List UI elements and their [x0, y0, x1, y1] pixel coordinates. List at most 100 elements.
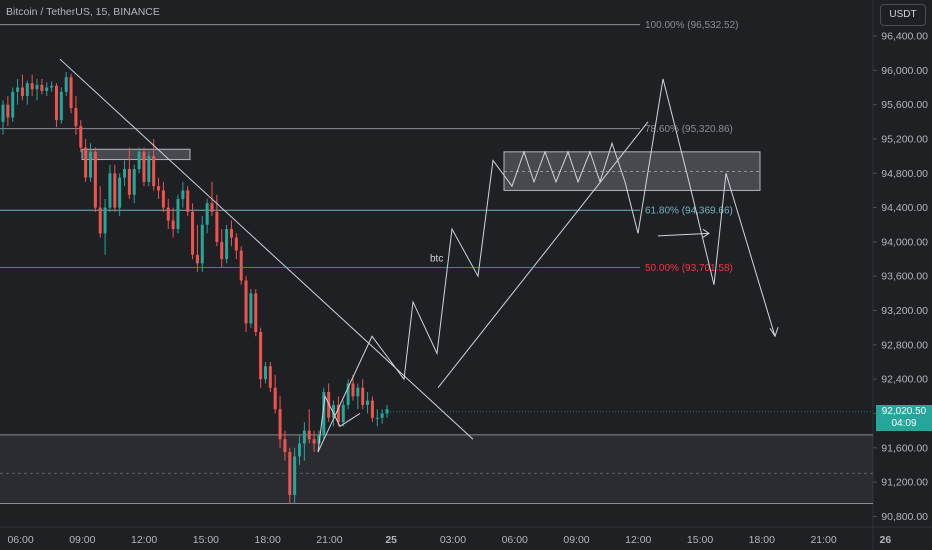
time-tick-label: 06:00	[502, 534, 528, 546]
fib-level-label: 78.60% (95,320.86)	[645, 124, 733, 135]
candle-body	[64, 77, 68, 92]
resistance-box[interactable]	[81, 148, 191, 161]
candle-body	[195, 254, 199, 264]
candle-body	[25, 83, 29, 97]
sideways-arrow[interactable]	[657, 232, 710, 237]
price-tick-label: 91,200.00	[881, 477, 928, 489]
candle-body	[50, 85, 54, 88]
price-tick-label: 92,800.00	[881, 339, 928, 351]
candle-body	[385, 409, 389, 414]
path-arrowhead	[769, 327, 779, 338]
ascending-trendline[interactable]	[437, 121, 649, 389]
demand-zone[interactable]	[0, 434, 873, 504]
candle-body	[54, 85, 58, 121]
candle-body	[263, 366, 267, 380]
fib-level-label: 61.80% (94,369.66)	[645, 206, 733, 217]
candle-body	[147, 156, 151, 182]
candle-body	[1, 104, 5, 122]
time-tick-label: 26	[880, 534, 892, 546]
candle-body	[161, 190, 165, 208]
candle-body	[181, 190, 185, 200]
candle-body	[273, 387, 277, 410]
candle-body	[79, 126, 83, 148]
price-tick-label: 92,400.00	[881, 374, 928, 386]
candle-body	[93, 151, 97, 208]
price-tick-label: 93,200.00	[881, 305, 928, 317]
candle-body	[327, 392, 331, 418]
time-tick-label: 15:00	[687, 534, 713, 546]
time-tick-label: 09:00	[69, 534, 95, 546]
candle-body	[127, 168, 131, 195]
bar-countdown: 04:09	[891, 418, 917, 429]
candle-body	[171, 220, 175, 230]
time-tick-label: 21:00	[810, 534, 836, 546]
candle-body	[30, 83, 34, 90]
price-tick-label: 90,800.00	[881, 511, 928, 523]
last-price-tag: 92,020.50 04:09	[876, 405, 932, 431]
price-tick-label: 95,200.00	[881, 133, 928, 145]
candle-body	[356, 387, 360, 397]
price-tick-label: 95,600.00	[881, 99, 928, 111]
projected-path[interactable]	[317, 78, 776, 453]
time-tick-label: 06:00	[7, 534, 33, 546]
candle-body	[239, 250, 243, 281]
candle-body	[341, 404, 345, 423]
candle-body	[220, 241, 224, 260]
candle-body	[351, 383, 355, 397]
annotation-text[interactable]: btc	[430, 254, 443, 265]
candle-body	[166, 207, 170, 221]
candle-body	[229, 229, 233, 238]
candle-body	[98, 207, 102, 234]
time-tick-label: 21:00	[316, 534, 342, 546]
candle-body	[317, 434, 321, 444]
candle-body	[69, 77, 73, 109]
candle-body	[200, 224, 204, 264]
supply-zone[interactable]	[503, 151, 761, 191]
time-tick-label: 09:00	[563, 534, 589, 546]
candle-body	[254, 293, 258, 332]
candle-body	[40, 84, 44, 91]
candle-body	[118, 177, 122, 208]
fib-level-label: 100.00% (96,532.52)	[645, 20, 738, 31]
candle-body	[361, 387, 365, 405]
candle-body	[152, 156, 156, 187]
candle-body	[259, 331, 263, 380]
price-tick-label: 96,400.00	[881, 31, 928, 43]
price-axis[interactable]	[873, 0, 932, 550]
candle-body	[268, 366, 272, 388]
candle-body	[210, 203, 214, 212]
chart-title: Bitcoin / TetherUS, 15, BINANCE	[6, 6, 160, 18]
currency-badge[interactable]: USDT	[880, 4, 926, 26]
candle-body	[59, 91, 63, 121]
sideways-arrowhead	[702, 228, 710, 238]
price-tick-label: 93,600.00	[881, 271, 928, 283]
price-tick-label: 96,000.00	[881, 65, 928, 77]
candle-body	[205, 203, 209, 225]
candle-body	[370, 400, 374, 418]
candle-body	[16, 87, 20, 92]
candle-body	[336, 404, 340, 423]
candle-body	[186, 190, 190, 212]
candle-body	[278, 409, 282, 440]
candle-body	[225, 229, 229, 260]
candle-body	[157, 186, 161, 191]
candle-body	[45, 87, 49, 91]
candle-body	[6, 104, 10, 118]
candle-body	[11, 91, 15, 118]
price-tick-label: 91,600.00	[881, 442, 928, 454]
price-tick-label: 94,800.00	[881, 168, 928, 180]
candle-body	[35, 84, 39, 90]
time-tick-label: 15:00	[193, 534, 219, 546]
candle-body	[137, 151, 141, 169]
candle-body	[307, 430, 311, 440]
candle-body	[215, 211, 219, 242]
projected-path-start	[317, 394, 361, 453]
candle-body	[244, 280, 248, 324]
candle-body	[176, 199, 180, 230]
candle-body	[123, 168, 127, 178]
candle-body	[380, 413, 384, 418]
candle-body	[293, 456, 297, 495]
candle-body	[142, 151, 146, 182]
